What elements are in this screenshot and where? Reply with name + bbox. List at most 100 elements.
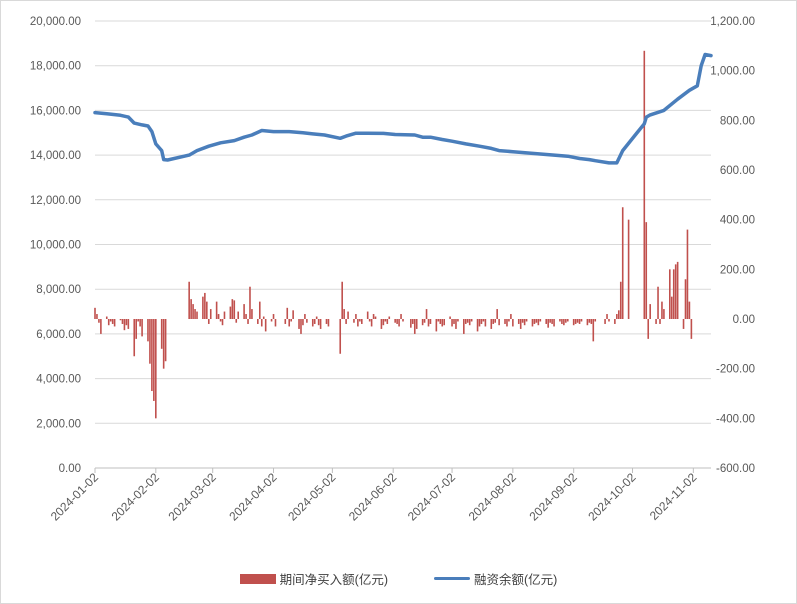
- net-buy-bar: [372, 314, 375, 319]
- net-buy-bar: [604, 319, 606, 324]
- net-buy-bar: [490, 319, 493, 329]
- y-left-tick-label: 14,000.00: [30, 150, 81, 162]
- net-buy-bar: [215, 301, 218, 319]
- net-buy-bar: [617, 310, 620, 319]
- net-buy-bar: [98, 319, 100, 323]
- net-buy-bar: [413, 319, 416, 334]
- net-buy-bar: [484, 319, 487, 327]
- net-buy-bar: [219, 319, 222, 322]
- y-left-tick-label: 10,000.00: [30, 240, 81, 252]
- net-buy-bar: [270, 319, 273, 322]
- net-buy-bar: [576, 319, 579, 323]
- y-right-tick-label: -200.00: [716, 364, 755, 376]
- net-buy-bar: [313, 319, 316, 324]
- net-buy-bar: [676, 261, 679, 319]
- net-buy-bar: [410, 319, 412, 328]
- net-buy-bar: [384, 319, 387, 322]
- net-buy-bar: [523, 319, 526, 326]
- net-buy-bar: [359, 319, 361, 322]
- net-buy-bar: [549, 319, 551, 323]
- net-buy-bar: [566, 319, 569, 322]
- net-buy-bar: [684, 279, 687, 319]
- net-buy-bar: [137, 319, 139, 322]
- net-buy-bar: [209, 309, 212, 319]
- net-buy-bar: [396, 319, 398, 324]
- net-buy-bar: [386, 319, 389, 324]
- net-buy-bar: [355, 314, 357, 319]
- net-buy-bar: [457, 319, 459, 322]
- net-buy-bar: [119, 319, 122, 321]
- y-left-tick-label: 20,000.00: [30, 16, 81, 28]
- net-buy-bar: [243, 304, 245, 319]
- net-buy-bar: [368, 319, 371, 322]
- chart-legend: 期间净买入额(亿元) 融资余额(亿元): [1, 569, 796, 588]
- legend-swatch-net-buy: [239, 573, 276, 584]
- net-buy-bar: [616, 314, 618, 319]
- net-buy-bar: [306, 319, 308, 323]
- net-buy-bar: [353, 319, 355, 323]
- net-buy-bar: [659, 319, 661, 324]
- net-buy-bar: [217, 314, 220, 319]
- net-buy-bar: [400, 314, 402, 319]
- net-buy-bar: [464, 319, 467, 324]
- net-buy-bar: [151, 319, 153, 392]
- net-buy-bar: [221, 319, 224, 326]
- net-buy-bar: [421, 319, 424, 326]
- net-buy-bar: [204, 292, 206, 319]
- net-buy-bar: [553, 319, 555, 327]
- net-buy-bar: [345, 319, 347, 324]
- net-buy-bar: [327, 319, 330, 327]
- net-buy-bar: [317, 319, 320, 326]
- net-buy-bar: [588, 319, 591, 323]
- net-buy-bar: [357, 319, 359, 327]
- net-buy-bar: [245, 314, 247, 319]
- net-buy-bar: [284, 319, 287, 324]
- net-buy-bar: [468, 319, 471, 326]
- net-buy-bar: [592, 319, 595, 342]
- net-buy-bar: [162, 319, 165, 369]
- net-buy-bar: [451, 319, 453, 327]
- net-buy-bar: [298, 319, 300, 329]
- y-left-tick-label: 2,000.00: [36, 418, 81, 430]
- net-buy-bar: [463, 319, 465, 334]
- net-buy-bar: [264, 319, 267, 332]
- net-buy-bar: [135, 319, 137, 339]
- net-buy-bar: [519, 319, 522, 329]
- net-buy-bar: [453, 319, 455, 324]
- net-buy-bar: [107, 319, 110, 326]
- net-buy-bar: [105, 316, 108, 319]
- net-buy-bar: [94, 307, 96, 319]
- x-tick-label: 2024-05-02: [285, 470, 339, 524]
- net-buy-bar: [302, 319, 304, 326]
- x-tick-label: 2024-02-02: [109, 470, 163, 524]
- net-buy-bar: [429, 319, 432, 324]
- net-buy-bar: [455, 319, 457, 329]
- net-buy-bar: [223, 311, 226, 319]
- net-buy-bar: [539, 319, 542, 322]
- net-buy-bar: [160, 319, 163, 349]
- net-buy-bar: [290, 319, 292, 322]
- net-buy-bar: [249, 286, 251, 319]
- net-buy-bar: [506, 319, 508, 327]
- net-buy-bar: [147, 319, 149, 342]
- net-buy-bar: [382, 319, 385, 326]
- net-buy-bar: [343, 309, 345, 319]
- net-buy-bar: [141, 319, 143, 337]
- net-buy-bar: [286, 307, 289, 319]
- net-buy-bar: [686, 229, 689, 319]
- net-buy-bar: [563, 319, 565, 326]
- net-buy-bar: [494, 319, 497, 323]
- net-buy-bar: [427, 319, 430, 327]
- net-buy-bar: [565, 319, 567, 323]
- legend-swatch-margin-balance: [434, 577, 470, 580]
- y-right-tick-label: -600.00: [716, 463, 755, 475]
- x-tick-label: 2024-06-02: [346, 470, 400, 524]
- net-buy-bar: [551, 319, 553, 324]
- net-buy-bar: [682, 319, 685, 329]
- legend-label-net-buy: 期间净买入额(亿元): [279, 573, 388, 587]
- net-buy-bar: [449, 316, 451, 319]
- net-buy-bar: [233, 300, 236, 319]
- net-buy-bar: [113, 319, 116, 327]
- net-buy-bar: [272, 314, 275, 319]
